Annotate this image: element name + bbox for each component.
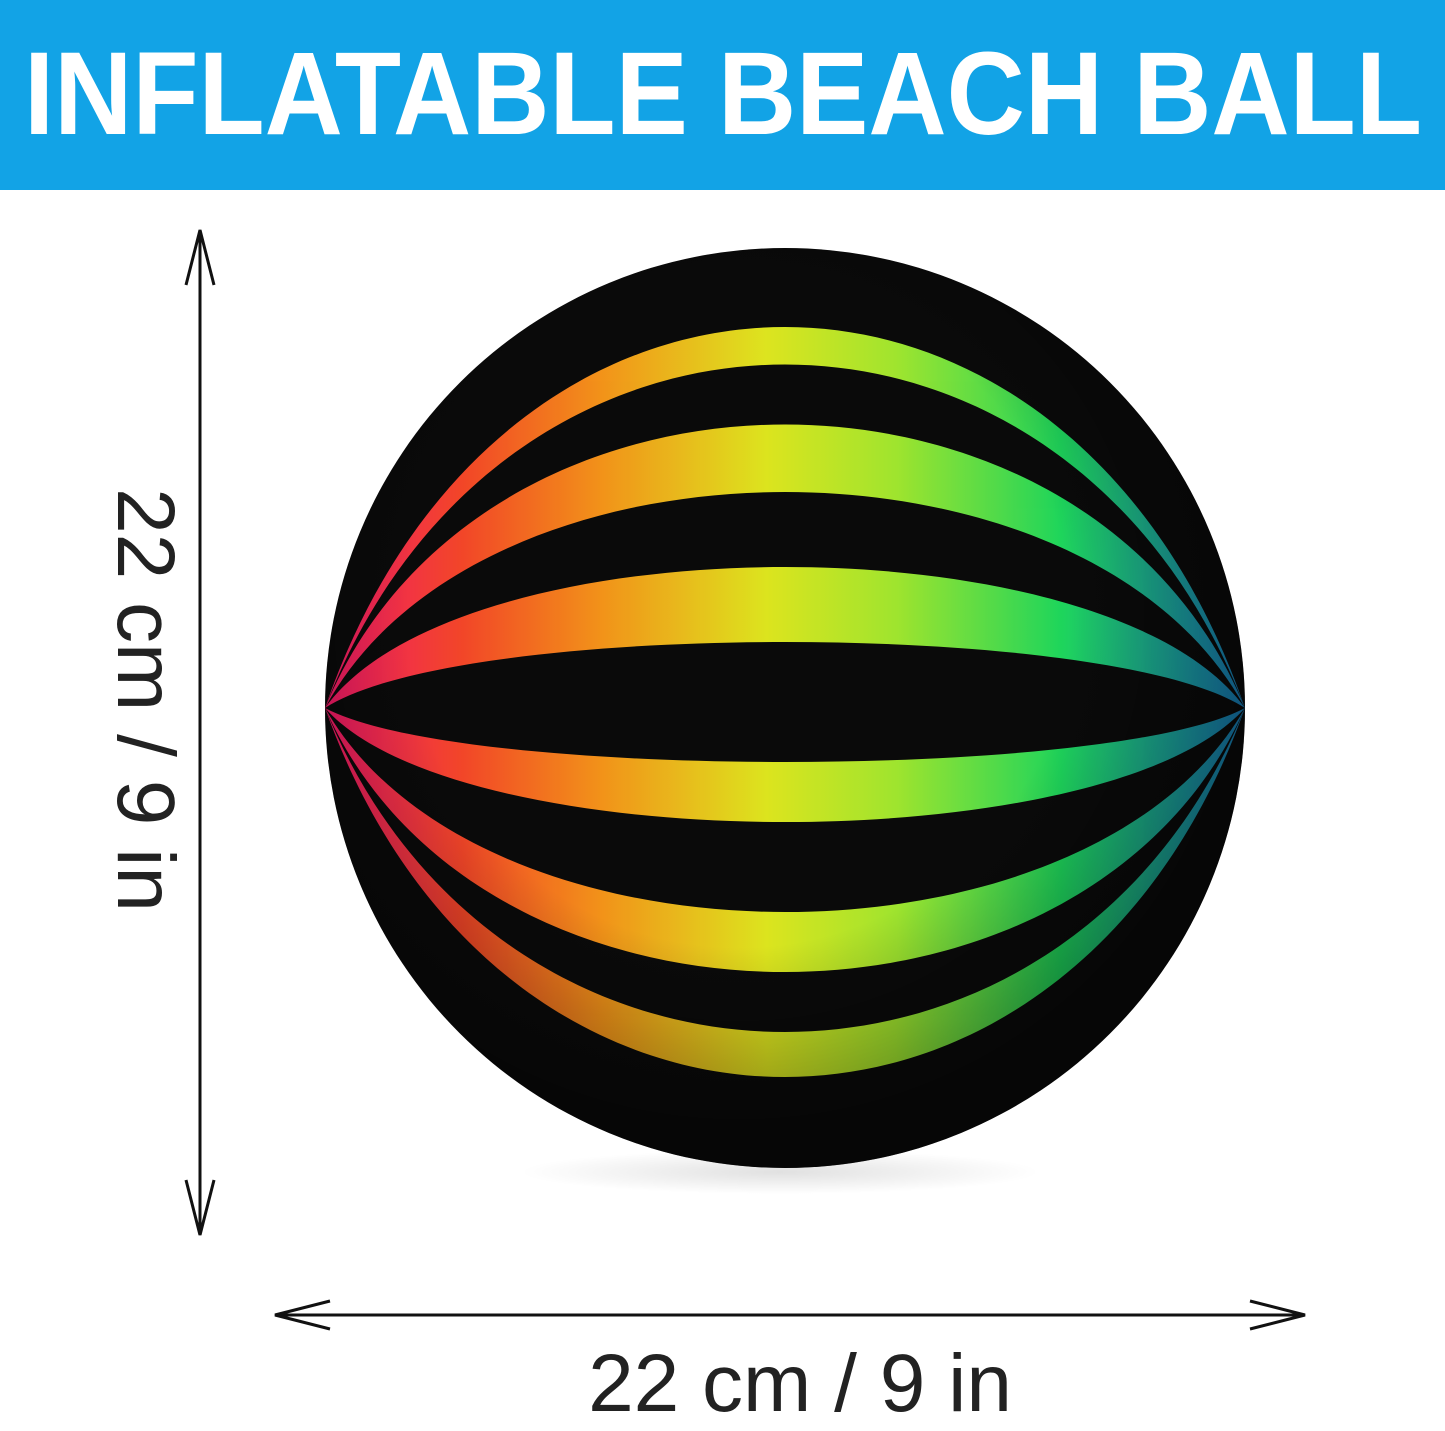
title-banner: INFLATABLE BEACH BALL xyxy=(0,0,1445,190)
width-label: 22 cm / 9 in xyxy=(588,1338,1012,1429)
title-text: INFLATABLE BEACH BALL xyxy=(24,28,1422,160)
beach-ball xyxy=(325,248,1245,1168)
title-svg: INFLATABLE BEACH BALL xyxy=(24,28,1422,160)
width-arrow xyxy=(274,1299,1306,1331)
ball-shading xyxy=(325,248,1245,1168)
height-arrow xyxy=(184,229,216,1236)
ball-shadow xyxy=(520,1150,1040,1194)
height-label: 22 cm / 9 in xyxy=(100,488,191,912)
